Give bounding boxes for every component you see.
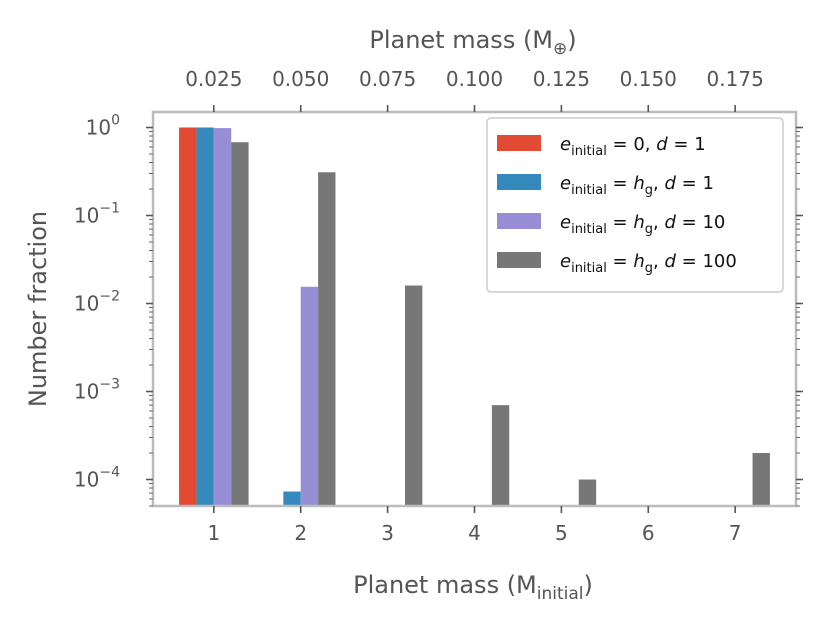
x-tick-label: 7 bbox=[729, 521, 742, 545]
y-tick-label: 10−2 bbox=[74, 289, 120, 316]
y-axis-label: Number fraction bbox=[24, 211, 52, 407]
y-tick-label-exponent: −1 bbox=[99, 200, 120, 216]
bar-2-2 bbox=[283, 491, 301, 506]
legend-label-part: = 1 bbox=[668, 134, 706, 155]
top-axis-label-end: ) bbox=[567, 26, 576, 54]
x-axis-label-main: Planet mass (M bbox=[353, 571, 537, 599]
top-tick-label: 0.150 bbox=[620, 67, 677, 91]
y-tick-label-exponent: −2 bbox=[99, 289, 120, 305]
y-tick-label-base: 10 bbox=[74, 203, 99, 227]
y-tick-label-base: 10 bbox=[74, 468, 99, 492]
y-tick-label: 10−4 bbox=[74, 465, 120, 492]
y-tick-label-exponent: −3 bbox=[99, 377, 120, 393]
legend-label-part: initial bbox=[571, 144, 607, 159]
legend-label-part: h bbox=[633, 251, 644, 272]
bar-3-1 bbox=[213, 128, 232, 506]
legend-label-part: initial bbox=[571, 183, 607, 198]
top-tick-label: 0.125 bbox=[533, 67, 590, 91]
y-tick-label: 10−1 bbox=[74, 200, 120, 227]
legend-label-part: initial bbox=[571, 222, 607, 237]
legend-label-part: = bbox=[607, 173, 634, 194]
legend-label-3: einitial = hg, d = 10 bbox=[560, 212, 725, 237]
legend-label-part: , bbox=[653, 251, 664, 272]
legend-swatch-4 bbox=[497, 252, 541, 268]
top-tick-label: 0.175 bbox=[707, 67, 764, 91]
x-tick-label: 3 bbox=[381, 521, 394, 545]
legend-label-part: = 10 bbox=[676, 212, 725, 233]
legend-label-part: = bbox=[607, 212, 634, 233]
legend-label-part: = 100 bbox=[676, 251, 737, 272]
legend-label-part: e bbox=[560, 212, 571, 233]
ticks-group: 1 2 3 4 5 6 7 0.025 0.050 0.075 0.100 0.125 0.150 0.1… bbox=[74, 67, 803, 545]
top-axis-label-sub: ⊕ bbox=[553, 39, 567, 59]
legend-swatch-1 bbox=[497, 135, 541, 151]
legend-label-part: = 1 bbox=[676, 173, 714, 194]
bar-4-7 bbox=[752, 453, 770, 506]
legend-label-part: , bbox=[653, 212, 664, 233]
bar-4-2 bbox=[318, 172, 336, 506]
top-tick-label: 0.075 bbox=[359, 67, 416, 91]
y-tick-label-base: 10 bbox=[74, 380, 99, 404]
legend-label-part: d bbox=[665, 251, 677, 272]
y-tick-label: 100 bbox=[86, 112, 120, 139]
legend-label-part: h bbox=[633, 173, 644, 194]
legend-swatch-2 bbox=[497, 174, 541, 190]
legend-label-4: einitial = hg, d = 100 bbox=[560, 251, 737, 276]
legend-label-part: d bbox=[665, 212, 677, 233]
x-tick-label: 1 bbox=[207, 521, 220, 545]
legend-label-part: h bbox=[633, 212, 644, 233]
bar-4-3 bbox=[404, 285, 423, 506]
top-axis-label-main: Planet mass (M bbox=[369, 26, 553, 54]
legend-label-part: d bbox=[656, 134, 668, 155]
x-axis-label-end: ) bbox=[584, 571, 593, 599]
x-axis-label: Planet mass (Minitial) bbox=[353, 571, 593, 604]
bar-3-2 bbox=[300, 286, 319, 506]
x-axis-label-sub: initial bbox=[537, 584, 584, 604]
y-tick-label-exponent: 0 bbox=[111, 112, 120, 128]
top-tick-label: 0.025 bbox=[185, 67, 242, 91]
bar-4-5 bbox=[578, 479, 597, 506]
legend-label-2: einitial = hg, d = 1 bbox=[560, 173, 714, 198]
top-tick-label: 0.050 bbox=[272, 67, 329, 91]
bar-4-4 bbox=[491, 405, 510, 506]
legend-label-1: einitial = 0, d = 1 bbox=[560, 134, 706, 159]
x-tick-label: 4 bbox=[468, 521, 481, 545]
x-tick-label: 2 bbox=[294, 521, 307, 545]
bar-4-1 bbox=[231, 142, 249, 506]
x-tick-label: 5 bbox=[555, 521, 568, 545]
y-tick-label-base: 10 bbox=[74, 292, 99, 316]
legend-label-part: g bbox=[645, 183, 653, 198]
legend-label-part: g bbox=[645, 222, 653, 237]
top-axis-label: Planet mass (M⊕) bbox=[369, 26, 576, 59]
legend-label-part: g bbox=[645, 261, 653, 276]
legend-label-part: e bbox=[560, 134, 571, 155]
legend-frame bbox=[486, 117, 784, 293]
y-tick-label-exponent: −4 bbox=[99, 465, 120, 481]
x-tick-label: 6 bbox=[642, 521, 655, 545]
legend-label-part: , bbox=[653, 173, 664, 194]
legend-label-part: initial bbox=[571, 261, 607, 276]
legend-label-part: e bbox=[560, 173, 571, 194]
legend-label-part: d bbox=[665, 173, 677, 194]
bars-group bbox=[179, 127, 770, 506]
top-tick-label: 0.100 bbox=[446, 67, 503, 91]
legend-label-part: e bbox=[560, 251, 571, 272]
y-tick-label: 10−3 bbox=[74, 377, 120, 404]
bar-1-1 bbox=[179, 127, 197, 506]
y-tick-label-base: 10 bbox=[86, 115, 111, 139]
legend-label-part: = bbox=[607, 251, 634, 272]
bar-2-1 bbox=[196, 127, 214, 506]
legend-label-part: = 0, bbox=[607, 134, 656, 155]
legend-swatch-3 bbox=[497, 213, 541, 229]
